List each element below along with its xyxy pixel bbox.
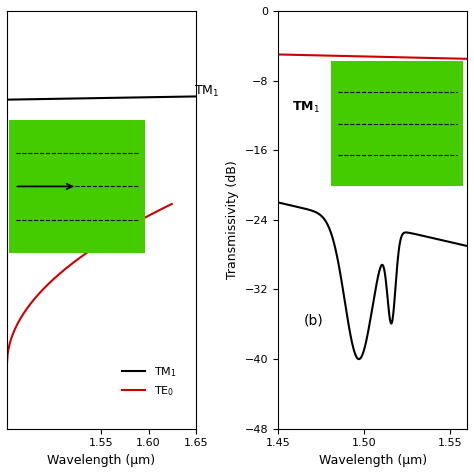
Text: (b): (b) bbox=[304, 313, 324, 328]
Text: TM$_1$: TM$_1$ bbox=[194, 84, 219, 99]
Legend: TM$_1$, TE$_0$: TM$_1$, TE$_0$ bbox=[118, 360, 181, 402]
Text: TM$_1$: TM$_1$ bbox=[292, 100, 320, 115]
X-axis label: Wavelength (μm): Wavelength (μm) bbox=[47, 454, 155, 467]
X-axis label: Wavelength (μm): Wavelength (μm) bbox=[319, 454, 427, 467]
Y-axis label: Transmissivity (dB): Transmissivity (dB) bbox=[226, 161, 239, 279]
